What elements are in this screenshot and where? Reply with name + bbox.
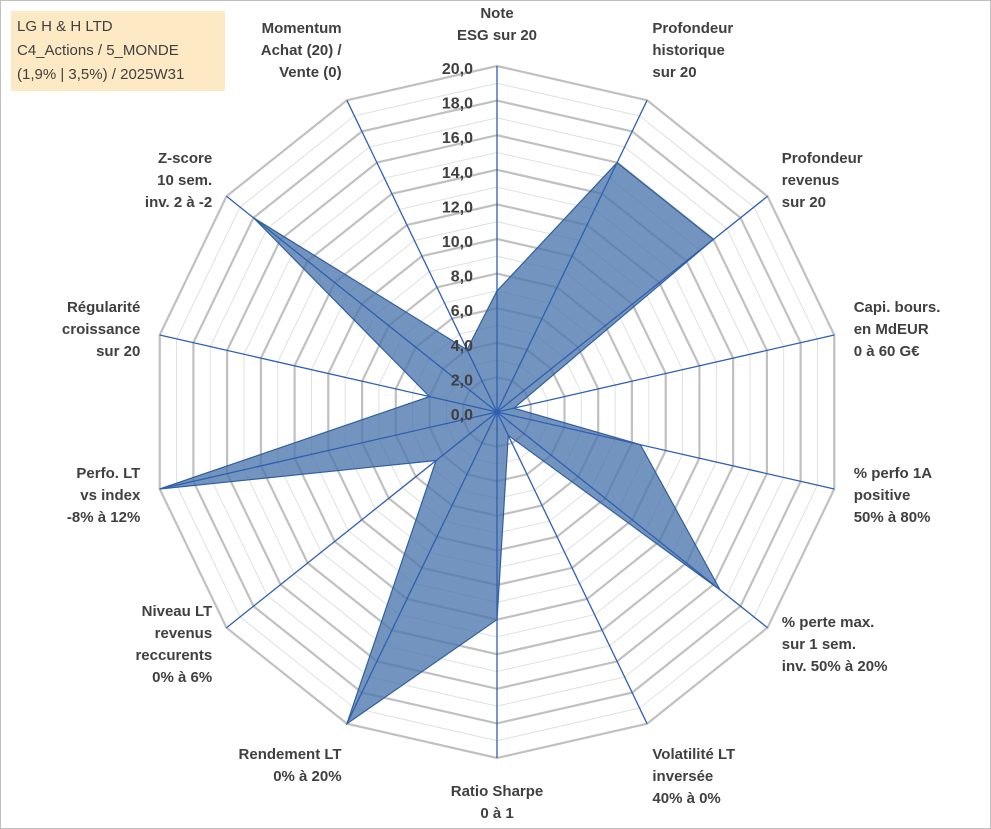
axis-spoke (346, 411, 498, 724)
axis-label: Niveau LT revenus reccurents 0% à 6% (135, 603, 212, 686)
axis-label: Rendement LT 0% à 20% (239, 746, 342, 785)
tick-label: 8,0 (451, 269, 473, 286)
axis-label: Momentum Achat (20) / Vente (0) (261, 20, 343, 81)
tick-label: 12,0 (442, 199, 473, 216)
tick-label: 10,0 (442, 234, 473, 251)
tick-label: 4,0 (451, 338, 473, 355)
axis-spoke (496, 195, 768, 413)
category-label: C4_Actions / 5_MONDE (17, 42, 179, 59)
tick-label: 20,0 (442, 61, 473, 78)
axis-spoke (496, 100, 648, 413)
axis-label: Régularité croissance sur 20 (62, 299, 140, 360)
axis-spoke (159, 411, 498, 490)
tick-label: 0,0 (451, 407, 473, 424)
company-name: LG H & H LTD (17, 18, 113, 35)
axis-label: Capi. bours. en MdEUR 0 à 60 G€ (854, 299, 941, 360)
axis-label: Z-score 10 sem. inv. 2 à -2 (145, 150, 212, 211)
tick-label: 14,0 (442, 165, 473, 182)
axis-spoke (496, 411, 768, 629)
radar-tick-labels: 0,0 2,0 4,0 6,0 8,0 10,0 12,0 14,0 16,0 18,0 20,0 (442, 61, 473, 424)
axis-spoke (496, 411, 648, 724)
axis-spoke (226, 411, 498, 629)
tick-label: 16,0 (442, 130, 473, 147)
period-label: (1,9% | 3,5%) / 2025W31 (17, 66, 185, 83)
axis-spoke (159, 334, 498, 413)
tick-label: 18,0 (442, 96, 473, 113)
axis-label: % perfo 1A positive 50% à 80% (854, 465, 933, 526)
tick-label: 6,0 (451, 303, 473, 320)
axis-label: Volatilité LT inversée 40% à 0% (652, 746, 735, 807)
axis-label: Perfo. LT vs index -8% à 12% (67, 465, 141, 526)
axis-label: % perte max. sur 1 sem. inv. 50% à 20% (782, 614, 888, 675)
axis-spoke (496, 411, 835, 490)
axis-label: Profondeur historique sur 20 (652, 20, 733, 81)
radar-spokes (159, 66, 835, 758)
axis-spoke (346, 100, 498, 413)
radar-axis-labels: Note ESG sur 20 Profondeur historique sur 20… (62, 5, 940, 822)
axis-label: Note ESG sur 20 (457, 5, 537, 44)
axis-label: Ratio Sharpe 0 à 1 (451, 783, 544, 822)
axis-label: Profondeur revenus sur 20 (782, 150, 863, 211)
axis-spoke (226, 195, 498, 413)
axis-spoke (496, 334, 835, 413)
info-box: LG H & H LTD C4_Actions / 5_MONDE (1,9% … (11, 11, 225, 91)
tick-label: 2,0 (451, 372, 473, 389)
